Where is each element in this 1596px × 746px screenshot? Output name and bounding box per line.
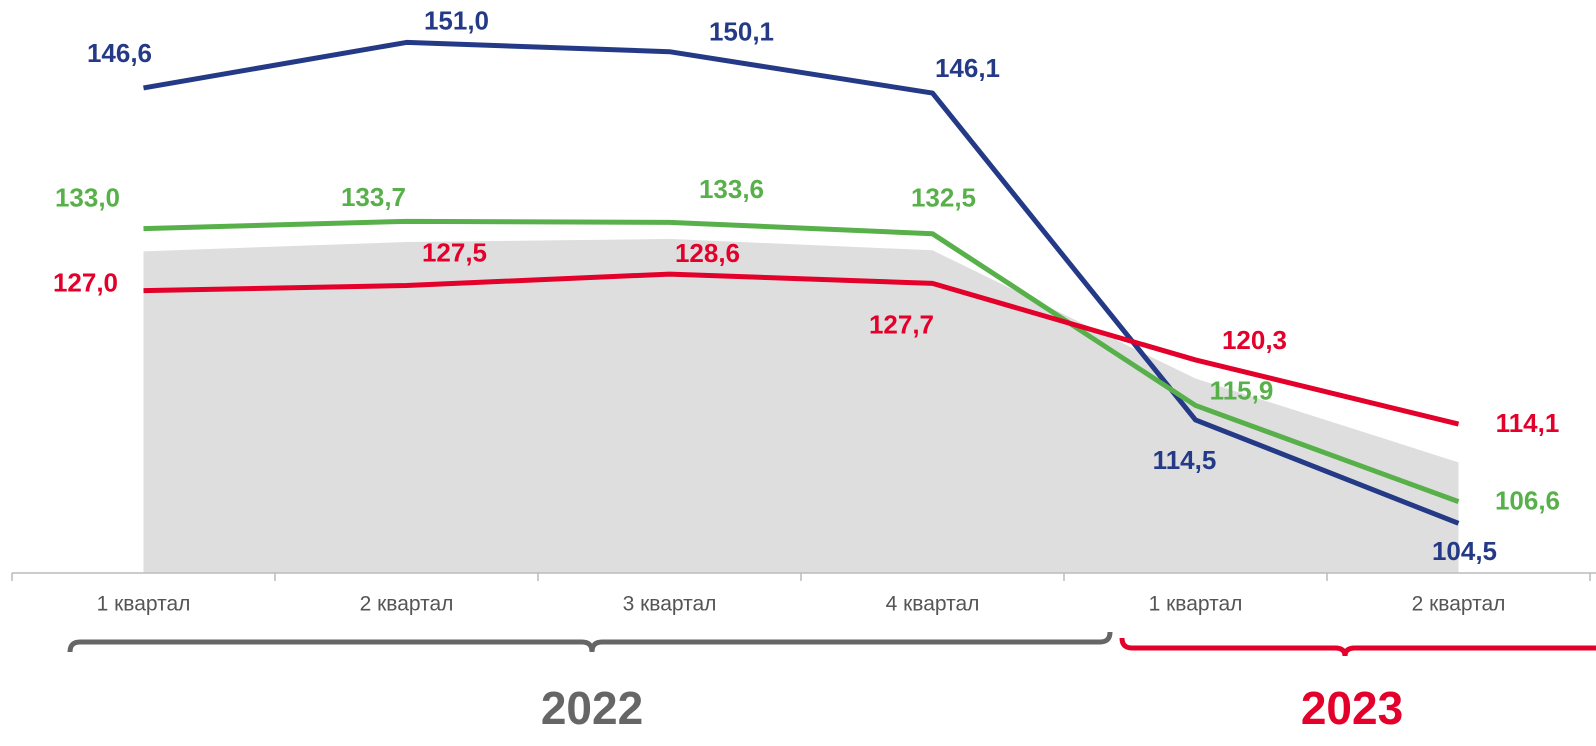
data-label: 127,7 xyxy=(869,309,934,339)
x-tick-label: 1 квартал xyxy=(97,593,191,616)
line xyxy=(143,271,1460,427)
data-label: 114,1 xyxy=(1496,408,1560,438)
line xyxy=(143,39,1460,526)
data-label: 150,1 xyxy=(709,17,774,47)
data-label: 120,3 xyxy=(1222,325,1287,355)
data-label: 133,6 xyxy=(699,174,764,204)
data-label: 132,5 xyxy=(911,183,976,213)
data-label: 133,7 xyxy=(341,182,406,212)
x-tick-label: 3 квартал xyxy=(623,593,717,616)
data-label: 146,1 xyxy=(935,53,1000,83)
data-label: 104,5 xyxy=(1432,536,1497,566)
x-tick-label: 2 квартал xyxy=(360,593,454,616)
data-label: 106,6 xyxy=(1495,486,1560,516)
data-label: 151,0 xyxy=(424,5,489,35)
data-label: 114,5 xyxy=(1153,445,1217,475)
bracket-2023 xyxy=(1119,637,1596,657)
x-tick-label: 2 квартал xyxy=(1412,593,1506,616)
data-label: 146,6 xyxy=(87,38,152,68)
x-tick-label: 4 квартал xyxy=(886,593,980,616)
data-label: 128,6 xyxy=(675,238,740,268)
data-label: 133,0 xyxy=(55,182,120,212)
group-label: 2022 xyxy=(541,682,643,734)
area xyxy=(143,238,1459,574)
data-label: 115,9 xyxy=(1210,375,1274,405)
x-tick-label: 1 квартал xyxy=(1149,593,1243,616)
bracket-2022 xyxy=(67,631,1113,653)
line xyxy=(143,218,1460,504)
data-label: 127,5 xyxy=(422,237,487,267)
group-label: 2023 xyxy=(1301,682,1403,734)
data-label: 127,0 xyxy=(53,268,118,298)
